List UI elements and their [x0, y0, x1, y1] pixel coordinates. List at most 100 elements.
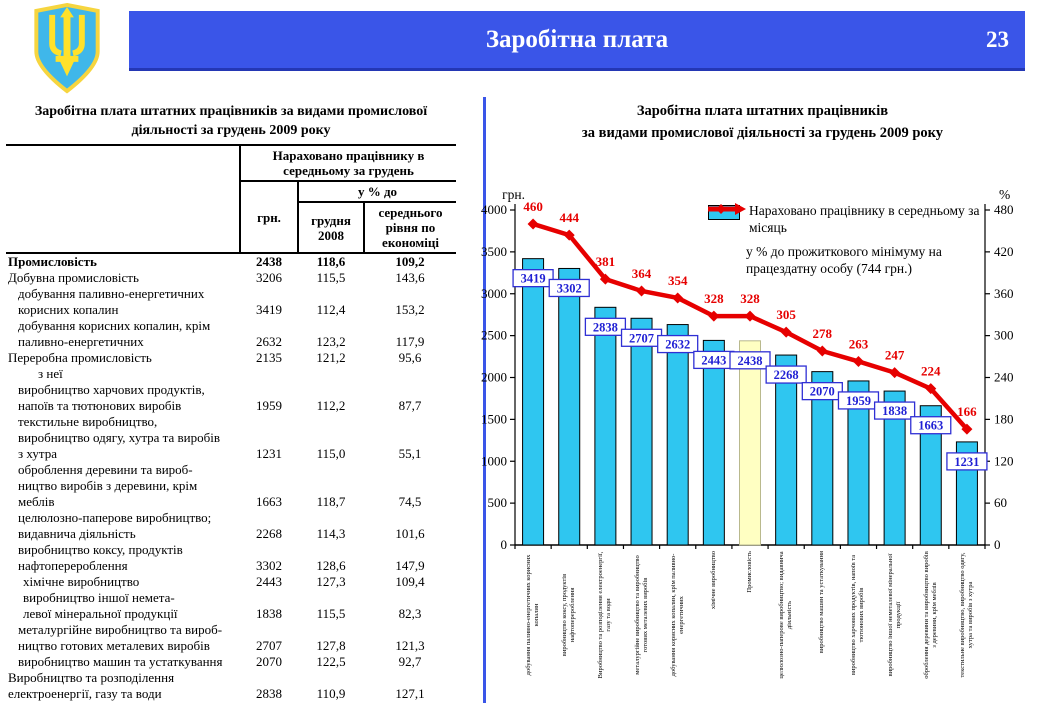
value-pct-econ: 153,2	[395, 302, 425, 317]
legend-item-line: у % до прожиткового мінімуму на працезда…	[708, 203, 1008, 277]
bar	[666, 324, 689, 546]
value-pct-econ: 74,5	[398, 494, 422, 509]
x-axis-label: Виробництво та розподілення електроенерг…	[596, 551, 613, 679]
value-grn: 1663	[256, 494, 282, 509]
legend-item-bars: Нараховано працівнику в середньому за мі…	[708, 202, 1008, 236]
value-grn: 2632	[256, 334, 282, 349]
svg-text:3000: 3000	[481, 286, 507, 301]
table-row: хімічне виробництво 2443 127,3 109,4	[6, 574, 456, 590]
line-value-label: 305	[776, 307, 796, 322]
line-marker-icon	[672, 292, 684, 304]
line-value-label: 263	[849, 336, 869, 351]
line-marker-icon	[708, 310, 720, 322]
value-pct-econ: 95,6	[398, 350, 422, 365]
value-grn: 1959	[256, 398, 282, 413]
chart-legend: Нараховано працівнику в середньому за мі…	[708, 202, 1008, 284]
line-value-label: 166	[957, 404, 977, 419]
bar-value-box	[512, 269, 554, 288]
empty-corner-cell	[6, 145, 240, 254]
value-pct-dec2008: 112,4	[316, 302, 346, 317]
chart-title: Заробітна плата штатних працівників за в…	[581, 103, 944, 141]
line-value-label: 364	[632, 266, 652, 281]
line-value-label: 278	[813, 326, 833, 341]
value-pct-dec2008: 112,2	[316, 398, 346, 413]
bar-value-box	[548, 278, 590, 298]
svg-text:0: 0	[994, 537, 1001, 552]
table-header-row-1: Нараховано працівнику в середньому за гр…	[6, 145, 456, 254]
bar	[594, 306, 617, 546]
x-axis-label: хімічне виробництво	[709, 551, 717, 610]
bar-value-label: 2438	[738, 354, 763, 368]
svg-text:120: 120	[994, 453, 1014, 468]
row-label: текстильне виробництво, виробництво одяг…	[18, 414, 220, 461]
bar	[522, 258, 545, 546]
table-row: виробництво іншої немета- левої мінераль…	[6, 590, 456, 622]
bar	[775, 354, 798, 546]
value-pct-dec2008: 114,3	[316, 526, 346, 541]
row-label: виробництво коксу, продуктів нафтопереро…	[18, 542, 183, 573]
bar-value-box	[873, 401, 916, 420]
table-row: Переробна промисловість 2135 121,2 95,6	[6, 350, 456, 366]
value-grn: 2838	[256, 686, 282, 701]
col-header-econ: середнього рівня по економіці	[363, 202, 456, 254]
value-grn: 2070	[256, 654, 282, 669]
x-axis-label: виробництво машин та устаткування	[818, 551, 826, 654]
line-marker-icon	[563, 229, 575, 241]
table-row: з неї	[6, 366, 456, 382]
value-pct-econ: 82,3	[398, 606, 422, 621]
table-row: добування корисних копалин, крім паливно…	[6, 318, 456, 350]
bar-value-label: 2838	[593, 320, 618, 334]
svg-text:3500: 3500	[481, 244, 507, 259]
value-pct-dec2008: 110,9	[316, 686, 346, 701]
line-marker-icon	[889, 367, 901, 379]
row-label: Добувна промисловість	[8, 270, 139, 285]
table-row: текстильне виробництво, виробництво одяг…	[6, 414, 456, 462]
bar-value-box	[729, 351, 771, 370]
bar	[811, 371, 834, 546]
table-row: добування паливно-енергетичних корисних …	[6, 286, 456, 318]
bar	[630, 317, 653, 546]
bar-value-label: 2070	[810, 385, 835, 399]
line-marker-icon	[744, 310, 756, 322]
svg-text:420: 420	[994, 244, 1014, 259]
row-label: Переробна промисловість	[8, 350, 152, 365]
value-grn: 3206	[256, 270, 282, 285]
value-grn: 3419	[256, 302, 282, 317]
x-axis-label: добування паливно-енергетичних корисних …	[524, 554, 541, 676]
x-axis-label: виробництво коксу, продуктів нафтопереро…	[560, 573, 577, 657]
x-axis-label: виробництво іншої неметалевої мінерально…	[886, 553, 902, 677]
line-value-label: 354	[668, 273, 688, 288]
bar-value-label: 1959	[846, 394, 871, 408]
header-bar: Заробітна плата 23	[129, 11, 1025, 71]
row-label: Промисловість	[8, 254, 97, 269]
line-value-label: 444	[559, 210, 579, 225]
value-grn: 3302	[256, 558, 282, 573]
svg-text:480: 480	[994, 202, 1014, 217]
bar-value-box	[801, 381, 843, 401]
panel-divider	[483, 97, 486, 703]
legend-bar-label: Нараховано працівнику в середньому за мі…	[749, 203, 980, 235]
row-label: з неї	[38, 366, 63, 381]
value-pct-dec2008	[298, 366, 364, 382]
bar-value-label: 2632	[665, 338, 690, 352]
value-grn: 2135	[256, 350, 282, 365]
bar-value-label: 3419	[521, 272, 546, 286]
line-value-label: 247	[885, 348, 905, 363]
line-value-label: 328	[704, 291, 724, 306]
chart-area: 0 500 1000 1500 2000 2500 3000 3500 4000 0 60 120 18…	[480, 187, 1037, 703]
x-axis-label: виробництво харчових продуктів, напоїв т…	[850, 554, 866, 676]
bar-value-box	[765, 365, 807, 384]
svg-text:2500: 2500	[481, 328, 507, 343]
bar-value-label: 2707	[629, 331, 654, 345]
bar	[919, 405, 942, 546]
bar-value-box	[657, 334, 699, 354]
line-marker-icon	[636, 285, 648, 297]
x-axis-label: добування корисних копалин, крім паливно…	[669, 553, 685, 677]
row-label: добування корисних копалин, крім паливно…	[18, 318, 211, 349]
svg-text:грн.: грн.	[502, 187, 525, 202]
svg-text:240: 240	[994, 370, 1014, 385]
row-label: металургійне виробництво та вироб- ництв…	[18, 622, 223, 653]
bar-value-box	[910, 416, 952, 435]
value-grn: 2268	[256, 526, 282, 541]
